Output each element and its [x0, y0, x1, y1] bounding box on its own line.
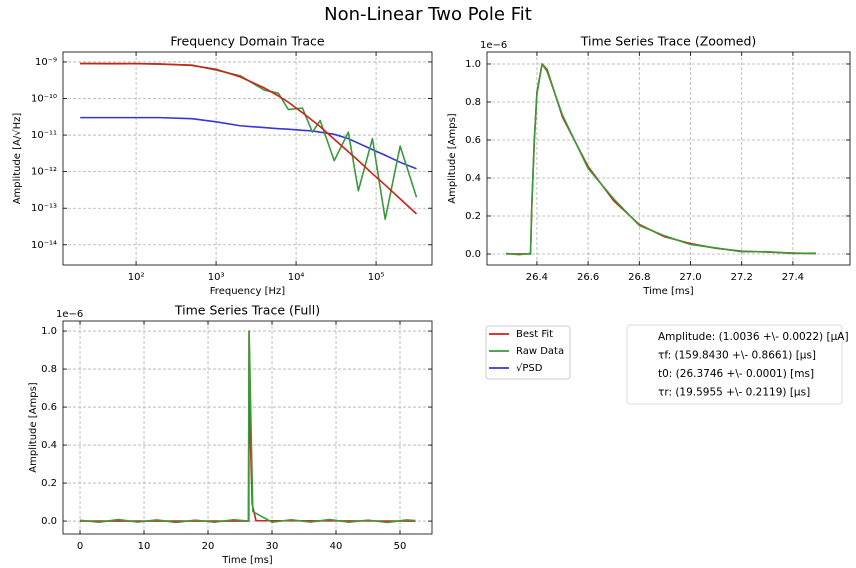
- axes-frame: [62, 51, 433, 266]
- x-tick-label: 0: [77, 541, 83, 552]
- figure-title: Non-Linear Two Pole Fit: [324, 4, 532, 25]
- series-line: [506, 63, 816, 255]
- x-tick-label: 10⁴: [288, 272, 305, 283]
- series-line: [506, 63, 816, 256]
- y-axis-label: Amplitude [Amps]: [28, 382, 39, 472]
- y-tick-label: 10⁻⁹: [35, 57, 57, 68]
- y-tick-label: 10⁻¹⁴: [31, 240, 57, 251]
- legend-label: Raw Data: [516, 346, 564, 357]
- x-axis-label: Frequency [Hz]: [210, 286, 286, 297]
- y-tick-label: 0.6: [465, 135, 481, 146]
- x-axis-label: Time [ms]: [221, 555, 273, 566]
- axes-frame: [486, 51, 851, 266]
- series-line: [80, 62, 418, 215]
- y-tick-label: 0.2: [41, 478, 57, 489]
- y-tick-label: 1.0: [41, 326, 57, 337]
- fit-result: τr: (19.5955 +\- 0.2119) [μs]: [658, 387, 810, 399]
- y-tick-label: 0.6: [41, 402, 57, 413]
- y-tick-label: 0.4: [465, 173, 481, 184]
- legend-box: [485, 325, 571, 380]
- x-tick-label: 27.4: [782, 272, 804, 283]
- y-tick-label: 10⁻¹³: [31, 203, 57, 214]
- x-tick-label: 26.4: [526, 272, 548, 283]
- y-tick-label: 0.0: [465, 249, 481, 260]
- offset-text: 1e−6: [480, 40, 507, 51]
- y-tick-label: 0.8: [41, 364, 57, 375]
- x-tick-label: 26.8: [628, 272, 650, 283]
- annotation-box: [626, 324, 843, 405]
- x-tick-label: 30: [266, 541, 279, 552]
- y-tick-label: 0.4: [41, 440, 57, 451]
- fit-result: τf: (159.8430 +\- 0.8661) [μs]: [658, 350, 816, 362]
- plot-lines: [79, 330, 416, 524]
- fit-result: t0: (26.3746 +\- 0.0001) [ms]: [658, 368, 814, 380]
- x-tick-label: 10⁵: [368, 272, 385, 283]
- fit-result: Amplitude: (1.0036 +\- 0.0022) [μA]: [658, 331, 849, 343]
- plot-lines: [506, 63, 816, 256]
- y-tick-label: 0.2: [465, 211, 481, 222]
- legend-label: Best Fit: [516, 329, 553, 340]
- y-axis-label: Amplitude [Amps]: [447, 113, 458, 203]
- legend-label: √PSD: [516, 363, 543, 374]
- y-tick-label: 0.8: [465, 97, 481, 108]
- x-tick-label: 27.2: [731, 272, 753, 283]
- axes-title: Time Series Trace (Zoomed): [580, 34, 757, 49]
- x-tick-label: 10³: [208, 272, 225, 283]
- axes-title: Frequency Domain Trace: [170, 34, 324, 49]
- y-tick-label: 1.0: [465, 59, 481, 70]
- plot-lines: [80, 62, 418, 221]
- offset-text: 1e−6: [56, 309, 83, 320]
- x-tick-label: 10: [138, 541, 151, 552]
- y-axis-label: Amplitude [A/√Hz]: [12, 113, 23, 205]
- x-tick-label: 40: [330, 541, 343, 552]
- axes-frame: [62, 320, 433, 535]
- y-tick-label: 10⁻¹⁰: [31, 94, 57, 105]
- axes-title: Time Series Trace (Full): [174, 303, 320, 318]
- x-tick-label: 10²: [128, 272, 145, 283]
- x-tick-label: 26.6: [577, 272, 599, 283]
- x-tick-label: 50: [394, 541, 407, 552]
- y-tick-label: 10⁻¹²: [31, 167, 57, 178]
- x-tick-label: 27.0: [679, 272, 701, 283]
- series-line: [80, 62, 418, 221]
- y-tick-label: 10⁻¹¹: [31, 130, 57, 141]
- series-line: [79, 330, 416, 524]
- y-tick-label: 0.0: [41, 516, 57, 527]
- x-axis-label: Time [ms]: [642, 286, 694, 297]
- x-tick-label: 20: [202, 541, 215, 552]
